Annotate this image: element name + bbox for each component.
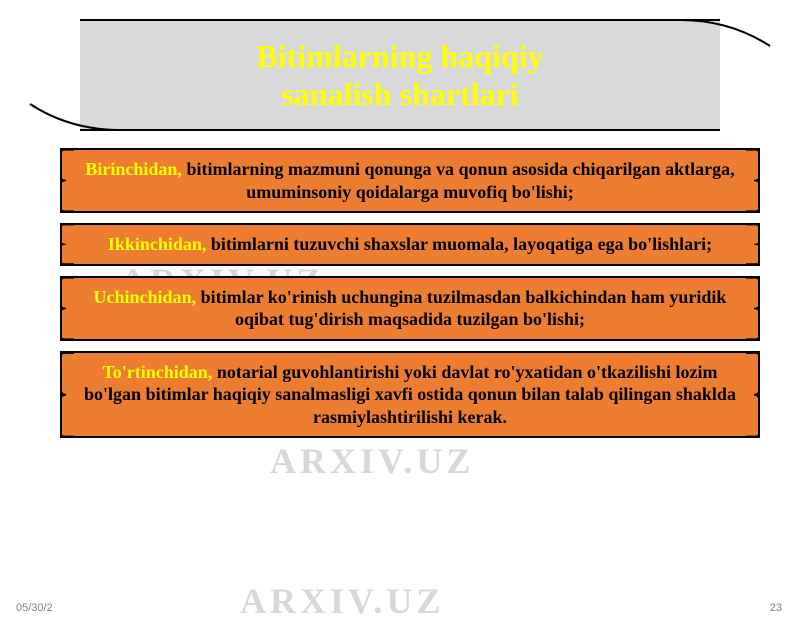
banner-line-bottom (80, 128, 720, 132)
bracket-left-icon (60, 225, 74, 264)
banner-curve-top (680, 18, 780, 48)
card-body: bitimlarni tuzuvchi shaxslar muomala, la… (211, 234, 712, 254)
card-body: bitimlar ko'rinish uchungina tuzilmasdan… (201, 287, 727, 330)
card-lead: Birinchidan, (85, 159, 186, 179)
banner-line-top (80, 18, 720, 22)
condition-card-3: Uchinchidan, bitimlar ko'rinish uchungin… (60, 276, 760, 341)
watermark: ARXIV.UZ (270, 440, 474, 482)
bracket-right-icon (746, 225, 760, 264)
footer-page-number: 23 (770, 602, 782, 614)
title-line2: sanalish shartlari (281, 76, 518, 112)
condition-card-2: Ikkinchidan, bitimlarni tuzuvchi shaxsla… (60, 223, 760, 266)
card-body: bitimlarning mazmuni qonunga va qonun as… (186, 159, 734, 202)
title-line1: Bitimlarning haqiqiy (256, 38, 543, 74)
condition-card-1: Birinchidan, bitimlarning mazmuni qonung… (60, 148, 760, 213)
condition-card-4: To'rtinchidan, notarial guvohlantirishi … (60, 351, 760, 439)
bracket-right-icon (746, 278, 760, 339)
bracket-left-icon (60, 278, 74, 339)
card-lead: To'rtinchidan, (102, 362, 216, 382)
card-lead: Uchinchidan, (94, 287, 201, 307)
footer-date: 05/30/2 (16, 602, 53, 614)
watermark: ARXIV.UZ (240, 580, 444, 622)
title-banner: Bitimlarning haqiqiy sanalish shartlari (80, 20, 720, 130)
page-title: Bitimlarning haqiqiy sanalish shartlari (236, 37, 563, 114)
bracket-right-icon (746, 150, 760, 211)
bracket-left-icon (60, 150, 74, 211)
card-lead: Ikkinchidan, (108, 234, 211, 254)
bracket-right-icon (746, 353, 760, 437)
bracket-left-icon (60, 353, 74, 437)
